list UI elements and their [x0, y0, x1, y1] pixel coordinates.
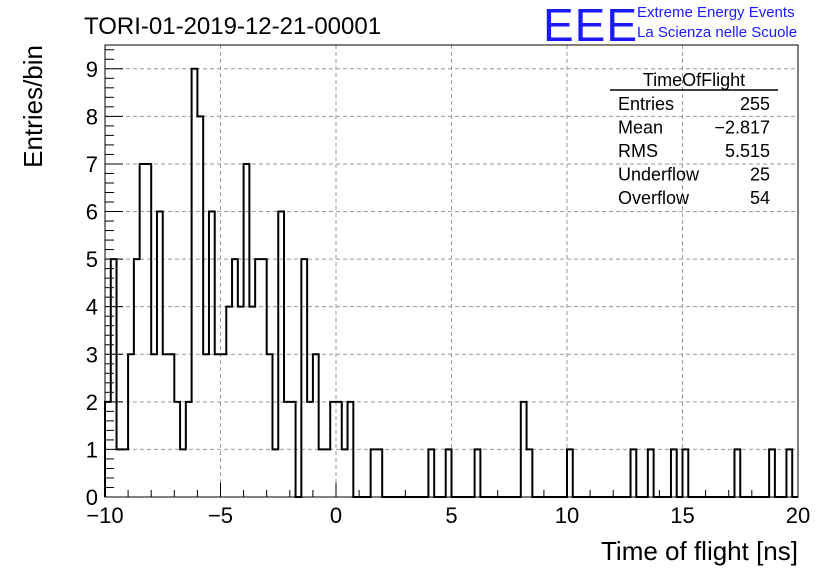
axes: [104, 44, 799, 498]
x-tick-label: 20: [786, 503, 810, 528]
y-tick-label: 0: [86, 485, 98, 510]
stats-row-label: RMS: [618, 141, 658, 161]
stats-row-value: 54: [750, 188, 770, 208]
y-tick-label: 9: [86, 57, 98, 82]
x-tick-label: 0: [330, 503, 342, 528]
x-tick-label: −5: [208, 503, 233, 528]
stats-title: TimeOfFlight: [643, 70, 745, 90]
logo-line-2: La Scienza nelle Scuole: [637, 24, 798, 41]
chart-title: TORI-01-2019-12-21-00001: [84, 13, 381, 40]
y-tick-label: 8: [86, 104, 98, 129]
y-tick-label: 5: [86, 247, 98, 272]
x-axis-label: Time of flight [ns]: [601, 536, 798, 566]
y-tick-label: 4: [86, 295, 98, 320]
eee-logo: EEE: [543, 0, 639, 51]
stats-row-label: Underflow: [618, 165, 700, 185]
stats-box: TimeOfFlight Entries 255 Mean −2.817 RMS 5.515…: [610, 70, 778, 208]
x-tick-label: 15: [670, 503, 694, 528]
x-tick-label: 5: [445, 503, 457, 528]
y-tick-label: 3: [86, 342, 98, 367]
logo-line-1: Extreme Energy Events: [637, 4, 795, 21]
y-tick-label: 2: [86, 390, 98, 415]
y-tick-label: 1: [86, 437, 98, 462]
x-tick-label: 10: [555, 503, 579, 528]
stats-row-label: Entries: [618, 94, 674, 114]
stats-row-value: −2.817: [714, 118, 770, 138]
x-tick-label: −10: [86, 503, 123, 528]
stats-row-value: 255: [740, 94, 770, 114]
labels: −10 −5 0 5 10 15 20 0 1 2 3 4 5 6 7 8 9 Time of flight [n…: [18, 13, 810, 566]
stats-row-label: Overflow: [618, 188, 690, 208]
y-tick-label: 7: [86, 152, 98, 177]
stats-row-label: Mean: [618, 118, 663, 138]
y-axis-label: Entries/bin: [18, 45, 48, 168]
stats-row-value: 25: [750, 165, 770, 185]
y-tick-label: 6: [86, 200, 98, 225]
stats-row-value: 5.515: [725, 141, 770, 161]
